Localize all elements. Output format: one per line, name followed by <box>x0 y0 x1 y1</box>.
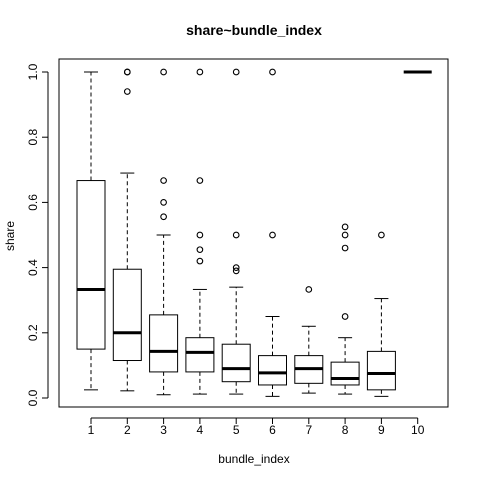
y-tick-label: 1.0 <box>26 63 40 80</box>
box-iqr <box>221 343 251 383</box>
outlier-point <box>269 231 276 239</box>
box-iqr <box>149 314 179 373</box>
outlier-point <box>269 68 276 76</box>
box-iqr <box>258 355 287 386</box>
outlier-point <box>196 257 204 265</box>
x-tick-label: 3 <box>160 423 167 437</box>
x-axis-label: bundle_index <box>218 452 289 466</box>
box-group-5 <box>221 68 251 395</box>
y-tick-label: 0.4 <box>26 259 40 276</box>
box-series <box>76 68 432 397</box>
box-group-2 <box>112 68 142 392</box>
box-iqr <box>76 180 106 350</box>
plot-frame <box>58 58 449 408</box>
outlier-point <box>341 244 349 252</box>
box-iqr <box>330 361 360 386</box>
outlier-point <box>232 264 240 271</box>
outlier-point <box>232 267 240 275</box>
y-tick-label: 0.8 <box>26 129 40 146</box>
y-tick-label: 0.0 <box>26 389 40 406</box>
x-tick-label: 2 <box>124 423 131 437</box>
y-axis: 0.0 0.2 0.4 0.6 0.8 1.0 <box>26 63 49 406</box>
box-group-7 <box>294 286 324 394</box>
box-iqr <box>185 337 215 373</box>
outlier-point <box>196 68 204 76</box>
outlier-point <box>196 246 204 254</box>
outlier-point <box>160 177 167 184</box>
outlier-point <box>196 231 204 239</box>
outlier-point <box>341 231 349 239</box>
y-axis-label: share <box>3 221 17 251</box>
x-tick-label: 5 <box>233 423 240 437</box>
outlier-point <box>123 68 131 76</box>
y-tick-label: 0.6 <box>26 194 40 211</box>
x-tick-label: 7 <box>305 423 312 437</box>
outlier-point <box>341 223 349 231</box>
box-iqr <box>112 268 142 362</box>
outlier-point <box>160 68 167 76</box>
y-tick-label: 0.2 <box>26 324 40 341</box>
x-tick-label: 1 <box>88 423 95 437</box>
outlier-point <box>305 286 313 293</box>
chart-title: share~bundle_index <box>186 22 322 38</box>
outlier-point <box>232 231 240 239</box>
outlier-point <box>341 313 349 320</box>
outlier-point <box>196 177 204 184</box>
x-axis: 1 2 3 4 5 6 7 8 9 10 <box>88 417 425 437</box>
outlier-point <box>160 213 167 221</box>
box-group-9 <box>366 231 396 397</box>
box-group-8 <box>330 223 360 395</box>
outlier-point <box>378 231 385 239</box>
x-tick-label: 10 <box>411 423 425 437</box>
x-tick-label: 4 <box>197 423 204 437</box>
box-group-1 <box>76 71 106 391</box>
outlier-point <box>160 199 167 206</box>
box-group-4 <box>185 68 215 395</box>
box-group-6 <box>258 68 287 397</box>
outlier-point <box>123 88 131 95</box>
x-tick-label: 6 <box>269 423 276 437</box>
x-tick-label: 8 <box>342 423 349 437</box>
box-iqr <box>366 350 396 391</box>
outlier-point <box>232 68 240 76</box>
box-group-3 <box>149 68 179 396</box>
x-tick-label: 9 <box>378 423 385 437</box>
